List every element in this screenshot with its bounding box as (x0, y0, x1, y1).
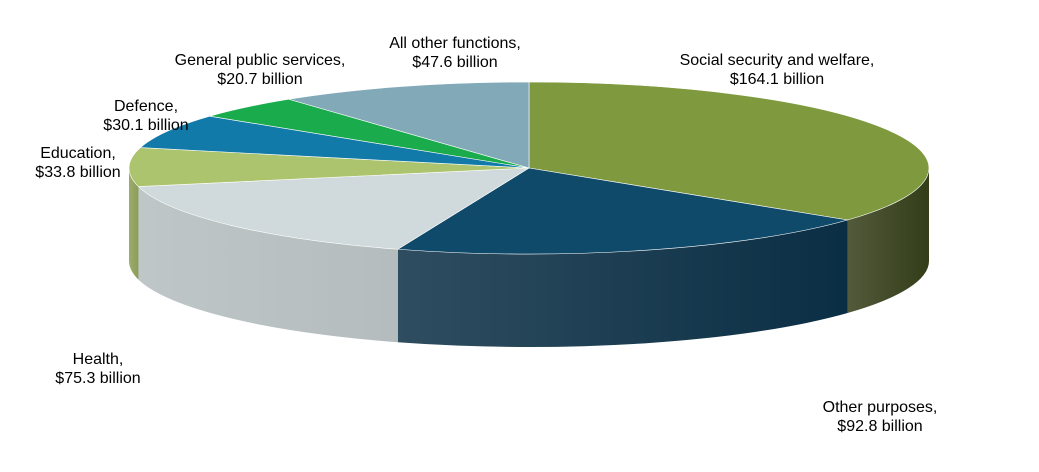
label-all-other-functions-line2: $47.6 billion (412, 54, 498, 71)
pie-side-education (129, 168, 139, 280)
pie-slice-other-purposes (396, 167, 848, 255)
label-general-public-services-line2: $20.7 billion (217, 71, 303, 88)
label-defence-line2: $30.1 billion (103, 117, 189, 134)
label-social-security-and-welfare: Social security and welfare, $164.1 bill… (662, 51, 892, 89)
pie-slice-general-public-services (209, 98, 530, 169)
pie-slice-social-security-and-welfare (528, 81, 930, 221)
label-health: Health, $75.3 billion (38, 350, 158, 388)
label-other-purposes-line1: Other purposes, (822, 399, 938, 416)
label-other-purposes: Other purposes, $92.8 billion (800, 398, 960, 436)
pie-side-social-security-and-welfare (847, 168, 929, 314)
label-social-security-line2: $164.1 billion (729, 71, 825, 88)
pie-sides (129, 168, 929, 347)
label-defence: Defence, $30.1 billion (86, 97, 206, 135)
pie-slice-defence (139, 115, 530, 169)
pie-slice-health (137, 167, 531, 250)
pie-slice-education (128, 147, 530, 187)
label-health-line2: $75.3 billion (55, 370, 141, 387)
label-social-security-line1: Social security and welfare, (679, 52, 875, 69)
label-defence-line1: Defence, (113, 98, 179, 115)
label-education-line2: $33.8 billion (35, 164, 121, 181)
label-health-line1: Health, (72, 351, 124, 368)
label-all-other-functions-line1: All other functions, (389, 35, 521, 52)
label-education: Education, $33.8 billion (18, 144, 138, 182)
label-all-other-functions: All other functions, $47.6 billion (370, 34, 540, 72)
label-other-purposes-line2: $92.8 billion (837, 418, 923, 435)
pie-side-other-purposes (397, 220, 848, 347)
label-general-public-services: General public services, $20.7 billion (160, 51, 360, 89)
label-general-public-services-line1: General public services, (174, 52, 346, 69)
pie-tops (128, 81, 930, 255)
pie-slice-all-other-functions (288, 81, 530, 169)
pie-side-health (138, 186, 398, 343)
label-education-line1: Education, (40, 145, 116, 162)
